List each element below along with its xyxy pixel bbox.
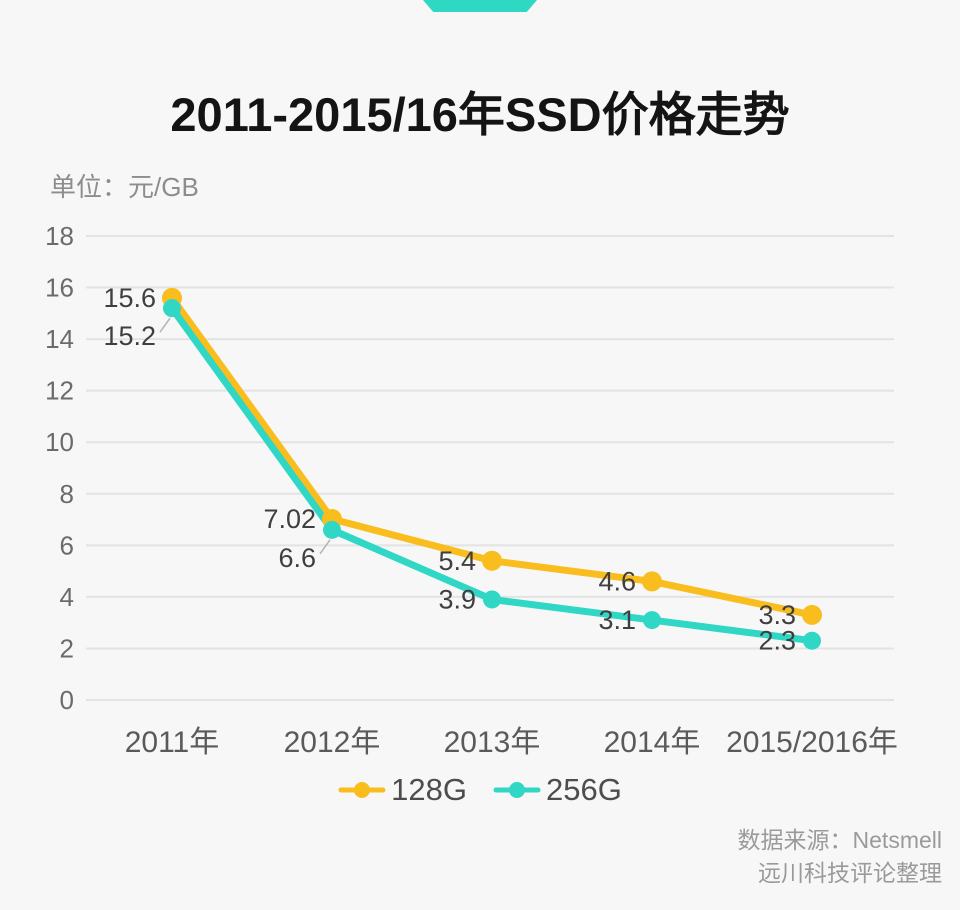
x-axis-tick: 2015/2016年 [726,726,898,759]
data-point-256G [323,520,341,539]
data-point-128G [482,550,502,571]
source-line-2: 远川科技评论整理 [758,860,942,886]
data-label-128G: 5.4 [438,546,476,576]
data-point-256G [483,590,501,609]
logo-trapezoid-icon [423,0,537,12]
y-axis-tick: 14 [45,324,74,354]
data-point-256G [803,631,821,650]
legend-label: 128G [391,772,467,807]
y-axis-tick: 16 [45,273,74,303]
data-label-128G: 3.3 [758,600,796,630]
data-point-128G [802,604,822,625]
data-label-128G: 4.6 [598,566,636,596]
legend-item-128G: 128G [338,772,467,808]
source-note: 数据来源：Netsmell 远川科技评论整理 [738,824,942,890]
x-axis-tick: 2013年 [444,726,541,759]
y-axis-tick: 0 [60,685,74,715]
label-leader-line [159,317,171,333]
legend: 128G 256G [0,772,960,808]
page-title: 2011-2015/16年SSD价格走势 [170,88,790,141]
data-label-128G: 7.02 [263,504,316,534]
y-axis-tick: 10 [45,427,74,457]
y-axis-tick: 2 [60,633,74,663]
source-line-1: 数据来源：Netsmell [737,827,942,853]
data-label-256G: 15.2 [103,321,156,351]
data-label-256G: 6.6 [278,543,316,573]
data-label-256G: 2.3 [758,626,796,656]
y-axis-tick: 12 [45,376,74,406]
label-leader-line [319,539,331,555]
x-axis-tick: 2012年 [284,726,381,759]
legend-marker-icon [493,782,541,798]
legend-item-256G: 256G [493,772,622,808]
data-label-256G: 3.1 [598,605,636,635]
unit-label: 单位：元/GB [50,172,199,202]
y-axis-tick: 18 [45,221,74,251]
x-axis-tick: 2014年 [604,726,701,759]
y-axis-tick: 6 [60,530,74,560]
legend-marker-icon [338,782,386,798]
data-point-256G [163,299,181,318]
y-axis-tick: 8 [60,479,74,509]
y-axis-tick: 4 [60,582,74,612]
data-point-128G [642,571,662,592]
x-axis-tick: 2011年 [125,726,220,759]
data-label-128G: 15.6 [103,283,156,313]
legend-label: 256G [546,772,622,807]
data-point-256G [643,611,661,630]
data-label-256G: 3.9 [438,584,476,614]
